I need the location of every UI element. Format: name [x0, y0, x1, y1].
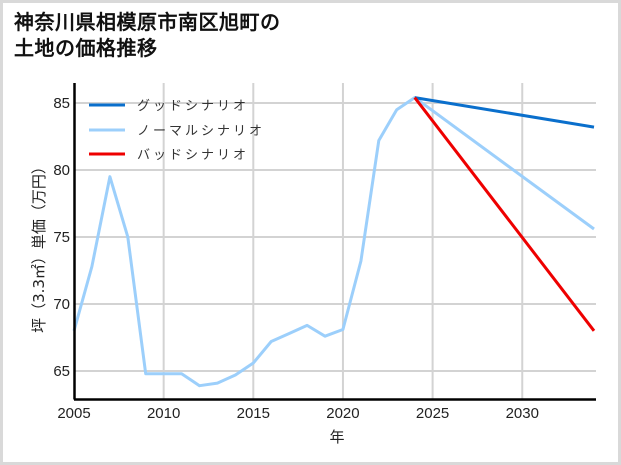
grid-lines [74, 83, 596, 399]
y-tick-label: 75 [53, 229, 70, 246]
y-axis-label: 坪（3.3㎡）単価（万円） [30, 159, 48, 333]
series-line-0 [414, 96, 595, 129]
x-tick-label: 2015 [237, 405, 270, 422]
x-tick-label: 2030 [506, 405, 539, 422]
x-tick-label: 2020 [326, 405, 359, 422]
x-tick-label: 2005 [57, 405, 90, 422]
y-tick-label: 65 [53, 363, 70, 380]
y-tick-label: 85 [53, 95, 70, 112]
y-tick-labels: 65 70 75 80 85 [53, 95, 70, 380]
x-axis-label: 年 [329, 428, 344, 446]
legend: グッドシナリオ ノーマルシナリオ バッドシナリオ [89, 99, 265, 163]
y-tick-label: 70 [53, 296, 70, 313]
chart-title: 神奈川県相模原市南区旭町の 土地の価格推移 [14, 9, 281, 61]
x-tick-label: 2025 [416, 405, 449, 422]
title-line-1: 神奈川県相模原市南区旭町の [14, 10, 281, 34]
x-tick-labels: 2005 2010 2015 2020 2025 2030 [57, 405, 539, 422]
y-tick-label: 80 [53, 162, 70, 179]
series-line-1 [72, 96, 595, 388]
legend-label-normal: ノーマルシナリオ [137, 124, 265, 139]
series-lines [72, 96, 596, 388]
title-line-2: 土地の価格推移 [14, 36, 158, 60]
legend-label-bad: バッドシナリオ [137, 148, 249, 163]
x-tick-label: 2010 [147, 405, 180, 422]
legend-label-good: グッドシナリオ [137, 99, 249, 114]
series-line-2 [413, 96, 596, 332]
